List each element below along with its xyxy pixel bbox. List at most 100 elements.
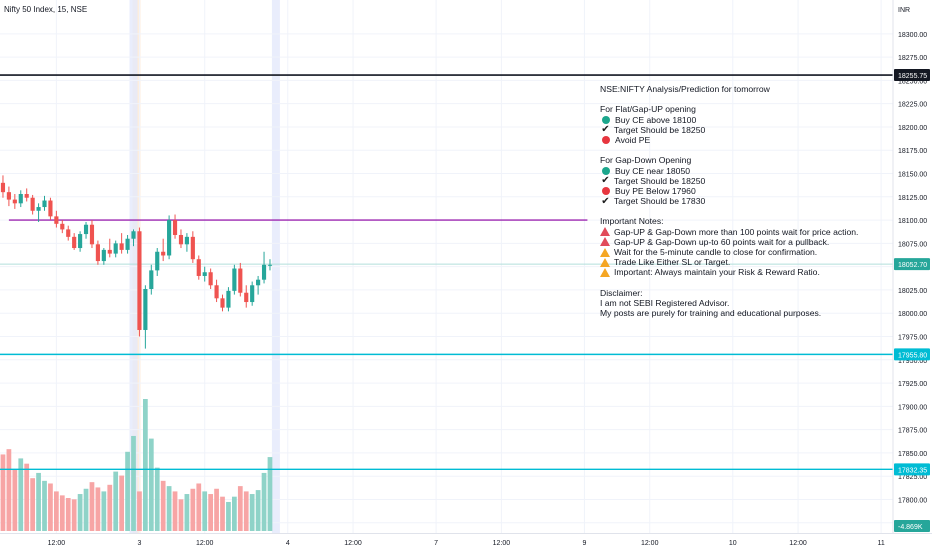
volume-bar [261, 472, 267, 531]
candle-body [0, 182, 6, 193]
candle-body [167, 220, 172, 256]
warning-icon [600, 227, 610, 237]
volume-bar [53, 491, 59, 531]
note-item: Trade Like Either SL or Target. [600, 257, 858, 267]
candle-body [226, 290, 231, 308]
candle-body [42, 200, 47, 208]
candle-body [18, 194, 23, 204]
candle-body [12, 199, 17, 204]
volume-bar [148, 438, 154, 531]
volume-bar [237, 486, 243, 531]
y-tick-label: 18200.00 [898, 125, 927, 132]
y-tick-label: 17975.00 [898, 334, 927, 341]
note-item: Buy CE above 18100 [600, 115, 858, 125]
volume-bar [24, 463, 30, 531]
note-item: Gap-UP & Gap-Down more than 100 points w… [600, 227, 858, 237]
volume-bar [249, 494, 255, 531]
candle-body [36, 207, 41, 211]
candle-body [101, 249, 106, 262]
candle-body [267, 264, 273, 266]
volume-bar [71, 499, 77, 531]
y-tick-label: 17850.00 [898, 451, 927, 458]
candle-body [250, 285, 255, 303]
x-tick-label: 10 [729, 540, 737, 547]
volume-bar [101, 491, 107, 531]
x-tick-label: 12:00 [493, 540, 511, 547]
y-tick-label: 18100.00 [898, 218, 927, 225]
note-item: Avoid PE [600, 135, 858, 145]
volume-bar [18, 458, 24, 531]
candle-body [149, 270, 154, 290]
volume-bar [178, 499, 184, 531]
volume-bar [255, 490, 261, 531]
note-item: Gap-UP & Gap-Down up-to 60 points wait f… [600, 237, 858, 247]
candle-body [208, 272, 213, 286]
note-item: Buy CE near 18050 [600, 166, 858, 176]
price-line-label-bg [894, 69, 930, 82]
volume-bar [65, 498, 71, 531]
candle-body [66, 229, 71, 237]
candle-body [244, 292, 249, 303]
volume-bar [214, 488, 219, 531]
volume-bar [172, 491, 178, 531]
candle-body [113, 243, 118, 254]
candle-body [178, 234, 184, 245]
candle-body [125, 238, 130, 250]
x-tick-label: 11 [877, 540, 884, 547]
candle-body [48, 200, 53, 217]
candle-body [137, 231, 142, 330]
volume-bar [83, 488, 89, 531]
candle-body [72, 236, 77, 249]
volume-bar [119, 475, 125, 531]
candle-body [238, 268, 243, 293]
y-tick-label: 18075.00 [898, 241, 927, 248]
currency-label: INR [898, 7, 910, 14]
check-icon: ✔ [601, 175, 610, 187]
price-line-label: 17955.80 [898, 352, 927, 359]
volume-bar [154, 467, 160, 531]
candle-body [143, 289, 148, 330]
warning-icon [600, 267, 610, 277]
volume-bar [113, 471, 119, 531]
candle-body [261, 264, 267, 280]
volume-change-bg [894, 520, 930, 532]
candle-body [78, 234, 83, 249]
volume-bar [42, 480, 47, 531]
flat-heading: For Flat/Gap-UP opening [600, 104, 696, 115]
warning-icon [600, 237, 610, 247]
volume-change-label: -4.869K [898, 524, 923, 531]
volume-bar [125, 451, 130, 531]
y-tick-label: 17900.00 [898, 404, 927, 411]
candle-body [119, 243, 124, 250]
volume-bar [36, 472, 41, 531]
red-dot-icon [602, 136, 610, 145]
important-heading: Important Notes: [600, 216, 664, 227]
candle-body [172, 220, 178, 235]
volume-bar [107, 484, 113, 531]
volume-bar [166, 486, 172, 531]
y-tick-label: 18150.00 [898, 172, 927, 179]
volume-bar [243, 491, 249, 531]
y-tick-label: 18025.00 [898, 288, 927, 295]
y-tick-label: 17825.00 [898, 474, 927, 481]
green-dot-icon [602, 166, 610, 175]
candle-body [190, 236, 195, 260]
x-tick-label: 12:00 [344, 540, 362, 547]
check-icon: ✔ [601, 195, 610, 207]
volume-bar [95, 487, 101, 531]
volume-bar [131, 435, 136, 531]
candle-body [131, 231, 136, 239]
candle-body [107, 249, 112, 254]
red-dot-icon [602, 186, 610, 195]
disclaimer-line: I am not SEBI Registered Advisor. [600, 297, 730, 308]
volume-bar [232, 496, 237, 531]
notes-title: NSE:NIFTY Analysis/Prediction for tomorr… [600, 84, 770, 94]
candle-body [161, 251, 166, 256]
candle-body [196, 259, 201, 276]
candle-body [155, 251, 160, 271]
candle-body [83, 224, 89, 235]
y-tick-label: 18300.00 [898, 32, 927, 39]
disclaimer-line: My posts are purely for training and edu… [600, 308, 822, 319]
